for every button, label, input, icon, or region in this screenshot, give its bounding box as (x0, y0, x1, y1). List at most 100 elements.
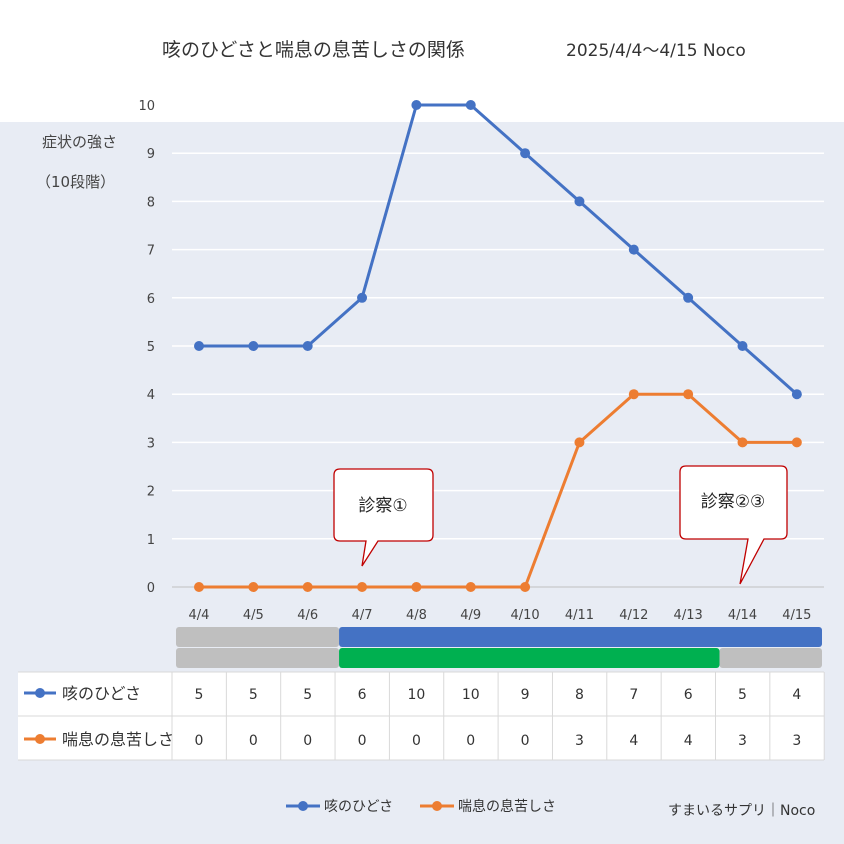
table-cell: 0 (358, 733, 367, 749)
data-point (520, 582, 531, 592)
table-cell: 10 (407, 687, 425, 703)
data-point (465, 582, 476, 592)
period-bars (176, 627, 822, 668)
x-tick-label: 4/13 (674, 608, 703, 623)
table-series-name: 喘息の息苦しさ (62, 730, 174, 749)
x-tick-label: 4/7 (352, 608, 373, 623)
x-tick-label: 4/10 (510, 608, 539, 623)
data-point (302, 341, 313, 351)
y-tick-label: 10 (138, 99, 155, 114)
table-cell: 5 (738, 687, 747, 703)
chart-subtitle: 2025/4/4～4/15 Noco (566, 41, 746, 61)
table-cell: 10 (462, 687, 480, 703)
data-point (574, 196, 585, 207)
table-cell: 6 (684, 687, 693, 703)
y-axis-ticks: 0 1 2 3 4 5 6 7 8 9 10 (138, 99, 155, 596)
table-cell: 3 (738, 733, 747, 749)
callout-text-2: 診察②③ (701, 492, 765, 512)
table-cell: 0 (412, 733, 421, 749)
table-cell: 7 (629, 687, 638, 703)
table-cell: 0 (303, 733, 312, 749)
data-point (520, 148, 531, 159)
data-point (194, 582, 204, 592)
table-cell: 8 (575, 687, 584, 703)
y-axis-label-line2: （10段階） (36, 173, 115, 191)
data-point (357, 292, 368, 303)
y-tick-label: 5 (147, 340, 155, 355)
table-cell: 9 (521, 687, 530, 703)
table-cell: 3 (575, 733, 584, 749)
series-lines (194, 100, 802, 592)
period-bar (176, 648, 340, 668)
callout-bubble-2 (679, 465, 788, 585)
x-axis-ticks: 4/4 4/5 4/6 4/7 4/8 4/9 4/10 4/11 4/12 4/13 4/14 4/… (189, 608, 812, 623)
y-tick-label: 4 (147, 388, 155, 403)
table-cell: 6 (358, 687, 367, 703)
data-point (574, 437, 585, 448)
table-cell: 5 (303, 687, 312, 703)
data-point (465, 100, 476, 110)
data-point (737, 341, 748, 351)
period-bar (339, 627, 822, 647)
y-tick-label: 3 (147, 436, 155, 451)
table-cell: 5 (195, 687, 204, 703)
table-cell: 0 (249, 733, 258, 749)
y-tick-label: 7 (147, 244, 155, 259)
table-cell: 4 (684, 733, 693, 749)
data-point (737, 437, 748, 448)
table-series-marker-dot (35, 688, 45, 698)
table-cell: 0 (195, 733, 204, 749)
credit: すまいるサプリ｜Noco (668, 803, 815, 819)
x-tick-label: 4/5 (243, 608, 264, 623)
legend-marker-dot (432, 801, 442, 811)
table-series-marker-dot (35, 734, 45, 744)
data-table: 咳のひどさ 5 5 5 6 10 10 9 8 7 6 5 4 喘息の息苦しさ 0 0 0 0 0 0 0 3 4 4 3 3 (18, 671, 825, 761)
legend-label: 咳のひどさ (324, 799, 393, 815)
legend-marker-dot (298, 801, 308, 811)
data-point (411, 100, 422, 110)
x-tick-label: 4/15 (782, 608, 811, 623)
x-tick-label: 4/9 (460, 608, 481, 623)
data-point (411, 582, 422, 592)
y-tick-label: 1 (147, 533, 155, 548)
y-tick-label: 8 (147, 195, 155, 210)
callout-bubble-1 (333, 468, 434, 567)
table-cell: 0 (466, 733, 475, 749)
data-point (248, 341, 259, 351)
period-bar (176, 627, 340, 647)
data-point (628, 389, 639, 400)
table-cell: 4 (629, 733, 638, 749)
chart-title: 咳のひどさと喘息の息苦しさの関係 (162, 39, 465, 61)
data-point (302, 582, 313, 592)
callouts: 診察① 診察②③ (333, 465, 788, 585)
y-tick-label: 0 (147, 581, 155, 596)
x-tick-label: 4/8 (406, 608, 427, 623)
x-tick-label: 4/14 (728, 608, 757, 623)
table-series-name: 咳のひどさ (62, 684, 141, 703)
table-cell: 4 (792, 687, 801, 703)
period-bar (339, 648, 720, 668)
x-tick-label: 4/6 (297, 608, 318, 623)
series-line-1 (199, 103, 798, 396)
data-point (683, 389, 694, 400)
table-cell: 0 (521, 733, 530, 749)
x-tick-label: 4/11 (565, 608, 594, 623)
table-cell: 3 (792, 733, 801, 749)
legend-label: 喘息の息苦しさ (458, 798, 556, 815)
x-tick-label: 4/12 (619, 608, 648, 623)
series-line-2 (199, 392, 797, 589)
callout-text-1: 診察① (358, 496, 407, 516)
data-point (683, 292, 694, 303)
gridlines (172, 104, 824, 588)
period-bar (719, 648, 822, 668)
data-point (194, 341, 204, 351)
y-tick-label: 9 (147, 147, 155, 162)
data-point (248, 582, 259, 592)
data-point (628, 244, 639, 255)
y-tick-label: 6 (147, 292, 155, 307)
data-point (791, 437, 802, 448)
y-tick-label: 2 (147, 485, 155, 500)
y-axis-label-line1: 症状の強さ (42, 133, 117, 151)
